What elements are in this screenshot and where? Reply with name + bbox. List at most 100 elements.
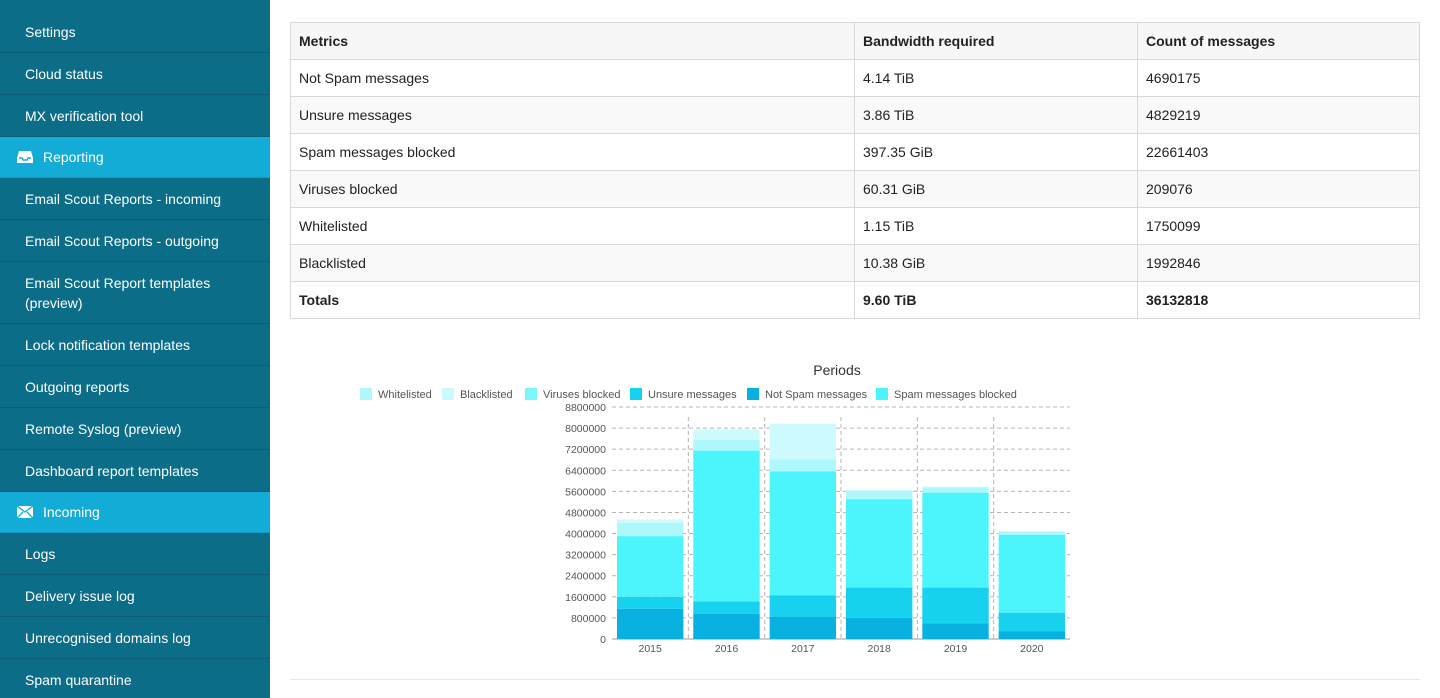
bar-blacklisted-2017: [769, 423, 837, 460]
y-tick-label: 8800000: [565, 402, 606, 414]
table-row: Whitelisted 1.15 TiB 1750099: [290, 207, 1420, 245]
x-tick-label: 2018: [867, 643, 891, 655]
y-tick-label: 4800000: [565, 507, 606, 519]
bar-whitelisted-2017: [769, 459, 837, 472]
sidebar-item-label: Email Scout Reports - outgoing: [25, 232, 219, 249]
bar-viruses-blocked-2015: [616, 535, 684, 537]
bandwidth-cell: 397.35 GiB: [854, 133, 1138, 171]
sidebar-item-label: Settings: [25, 23, 76, 40]
sidebar-item-outgoing-reports[interactable]: Outgoing reports: [0, 366, 270, 408]
bar-viruses-blocked-2016: [693, 450, 760, 452]
sidebar-item-delivery-issue-log[interactable]: Delivery issue log: [0, 575, 270, 617]
legend-swatch: [442, 388, 454, 400]
bar-unsure-messages-2020: [998, 612, 1066, 632]
y-tick-label: 2400000: [565, 571, 606, 583]
bar-viruses-blocked-2019: [922, 492, 989, 493]
x-tick-label: 2020: [1020, 643, 1044, 655]
table-header-row: Metrics Bandwidth required Count of mess…: [290, 22, 1420, 60]
sidebar-item-spam-quarantine[interactable]: Spam quarantine: [0, 659, 270, 698]
y-tick-label: 5600000: [565, 486, 606, 498]
table-row: Unsure messages 3.86 TiB 4829219: [290, 96, 1420, 134]
bar-unsure-messages-2016: [693, 601, 760, 614]
table-row: Not Spam messages 4.14 TiB 4690175: [290, 59, 1420, 97]
count-cell: 4690175: [1137, 59, 1420, 97]
sidebar-item-label: Logs: [25, 545, 56, 562]
sidebar-item-label: Unrecognised domains log: [25, 629, 191, 646]
bar-not-spam-messages-2015: [616, 608, 684, 639]
count-cell: 22661403: [1137, 133, 1420, 171]
bandwidth-cell: 4.14 TiB: [854, 59, 1138, 97]
sidebar-item-label: MX verification tool: [25, 107, 144, 124]
bar-viruses-blocked-2017: [769, 471, 837, 472]
metric-name-cell: Blacklisted: [290, 244, 855, 282]
sidebar-item-label: Lock notification templates: [25, 336, 190, 353]
legend-item: Blacklisted: [442, 388, 513, 401]
count-cell: 1750099: [1137, 207, 1420, 245]
y-tick-label: 3200000: [565, 550, 606, 562]
sidebar-item-label: Incoming: [43, 504, 100, 520]
bar-viruses-blocked-2018: [845, 498, 913, 500]
envelope-icon: [16, 503, 34, 521]
chart-svg: Periods Whitelisted Blacklisted Viruses blo…: [360, 362, 1070, 655]
legend-label: Blacklisted: [460, 389, 513, 401]
bar-blacklisted-2016: [693, 429, 760, 440]
sidebar: Settings Cloud status MX verification tool…: [0, 0, 270, 698]
sidebar-item-label: Email Scout Reports - incoming: [25, 190, 222, 207]
inbox-icon: [16, 148, 34, 166]
sidebar-item-mx-verification-tool[interactable]: MX verification tool: [0, 95, 270, 137]
metric-name-cell: Whitelisted: [290, 207, 855, 245]
bar-unsure-messages-2019: [922, 587, 989, 624]
sidebar-section-incoming[interactable]: Incoming: [0, 492, 270, 533]
bar-spam-messages-blocked-2018: [845, 499, 913, 588]
column-header-metrics: Metrics: [290, 22, 855, 60]
sidebar-item-cloud-status[interactable]: Cloud status: [0, 53, 270, 95]
legend-swatch: [876, 388, 888, 400]
bar-blacklisted-2015: [616, 519, 684, 523]
bar-not-spam-messages-2017: [769, 616, 837, 639]
table-row: Blacklisted 10.38 GiB 1992846: [290, 244, 1420, 282]
bar-spam-messages-blocked-2015: [616, 536, 684, 597]
sidebar-item-label: Remote Syslog (preview): [25, 420, 182, 437]
metric-name-cell: Not Spam messages: [290, 59, 855, 97]
sidebar-item-logs[interactable]: Logs: [0, 533, 270, 575]
bar-unsure-messages-2018: [845, 587, 913, 618]
bar-spam-messages-blocked-2019: [922, 492, 989, 588]
sidebar-item-label: Dashboard report templates: [25, 462, 199, 479]
legend-item: Unsure messages: [630, 388, 737, 401]
bar-whitelisted-2015: [616, 523, 684, 536]
bar-not-spam-messages-2019: [922, 623, 989, 639]
table-row: Viruses blocked 60.31 GiB 209076: [290, 170, 1420, 208]
totals-label: Totals: [290, 281, 855, 319]
sidebar-item-email-scout-reports-outgoing[interactable]: Email Scout Reports - outgoing: [0, 220, 270, 262]
periods-chart: Periods Whitelisted Blacklisted Viruses blo…: [270, 355, 1090, 665]
bar-spam-messages-blocked-2020: [998, 534, 1066, 613]
sidebar-section-reporting[interactable]: Reporting: [0, 137, 270, 178]
legend-label: Not Spam messages: [765, 389, 868, 401]
chart-title: Periods: [813, 362, 860, 378]
y-tick-label: 6400000: [565, 465, 606, 477]
count-cell: 1992846: [1137, 244, 1420, 282]
legend-swatch: [360, 388, 372, 400]
legend-item: Whitelisted: [360, 388, 432, 401]
metric-name-cell: Unsure messages: [290, 96, 855, 134]
sidebar-item-label: Spam quarantine: [25, 671, 132, 688]
bar-spam-messages-blocked-2017: [769, 471, 837, 596]
y-tick-label: 8000000: [565, 423, 606, 435]
totals-row: Totals 9.60 TiB 36132818: [290, 281, 1420, 319]
bar-whitelisted-2018: [845, 491, 913, 499]
sidebar-item-settings[interactable]: Settings: [0, 11, 270, 53]
sidebar-item-unrecognised-domains-log[interactable]: Unrecognised domains log: [0, 617, 270, 659]
sidebar-item-dashboard-report-templates[interactable]: Dashboard report templates: [0, 450, 270, 492]
bar-not-spam-messages-2018: [845, 617, 913, 639]
sidebar-item-lock-notification-templates[interactable]: Lock notification templates: [0, 324, 270, 366]
bar-whitelisted-2016: [693, 439, 760, 451]
sidebar-item-remote-syslog-preview[interactable]: Remote Syslog (preview): [0, 408, 270, 450]
bandwidth-cell: 1.15 TiB: [854, 207, 1138, 245]
x-tick-label: 2015: [638, 643, 662, 655]
sidebar-item-label: Reporting: [43, 149, 104, 165]
sidebar-item-email-scout-reports-incoming[interactable]: Email Scout Reports - incoming: [0, 178, 270, 220]
metric-name-cell: Spam messages blocked: [290, 133, 855, 171]
legend-label: Viruses blocked: [543, 389, 620, 401]
sidebar-item-email-scout-report-templates-preview[interactable]: Email Scout Report templates (preview): [0, 262, 270, 324]
bar-not-spam-messages-2016: [693, 613, 760, 639]
